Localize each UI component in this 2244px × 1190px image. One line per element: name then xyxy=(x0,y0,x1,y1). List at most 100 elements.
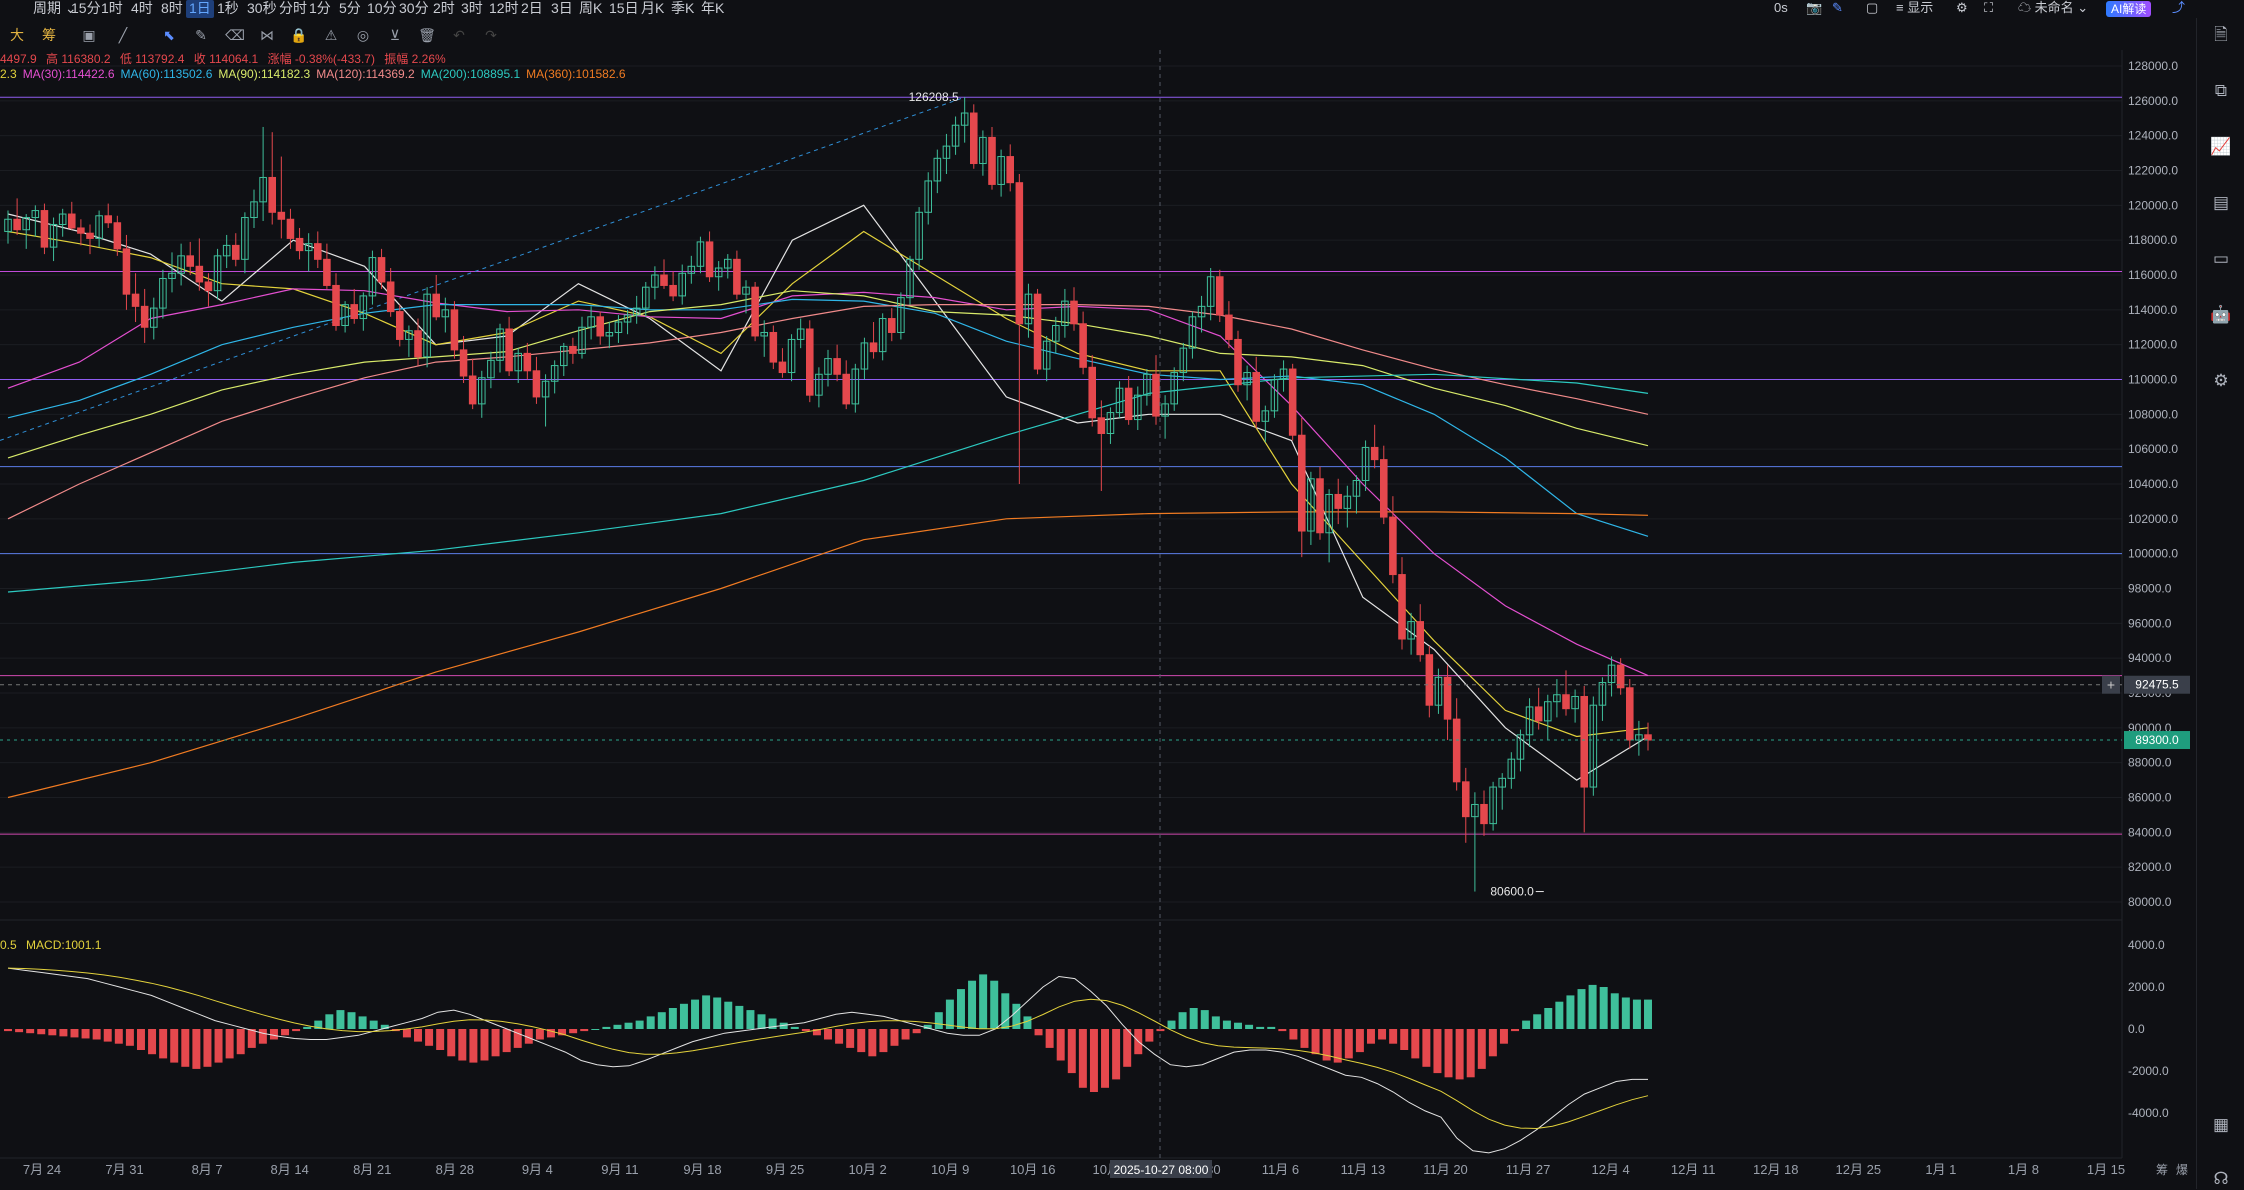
ai-analysis-button[interactable]: AI解读 xyxy=(2106,1,2152,17)
candle-124[interactable] xyxy=(1133,394,1142,421)
burst-button[interactable]: 爆 xyxy=(2176,1163,2189,1177)
candle-14[interactable] xyxy=(131,293,140,307)
display-settings[interactable]: ≡ 显示 xyxy=(1896,0,1933,18)
document-icon[interactable]: 🗎 xyxy=(2214,25,2228,44)
undo-icon[interactable]: ↶ xyxy=(453,26,465,43)
candle-107[interactable] xyxy=(979,136,987,165)
candle-146[interactable] xyxy=(1334,493,1343,509)
candle-28[interactable] xyxy=(259,176,267,203)
candle-127[interactable] xyxy=(1161,403,1169,417)
table-icon[interactable]: ▤ xyxy=(2212,193,2230,212)
candle-52[interactable] xyxy=(477,377,486,405)
candle-142[interactable] xyxy=(1297,434,1306,532)
candle-122[interactable] xyxy=(1115,387,1124,414)
alert-icon[interactable]: ⚠ xyxy=(324,26,338,43)
candle-42[interactable] xyxy=(386,281,395,313)
interval-17[interactable]: 周K xyxy=(579,0,603,16)
candle-17[interactable] xyxy=(159,277,167,309)
interval-16[interactable]: 3日 xyxy=(551,0,573,16)
candle-172[interactable] xyxy=(1571,695,1579,710)
candle-94[interactable] xyxy=(860,342,869,370)
candle-46[interactable] xyxy=(423,293,431,358)
candle-147[interactable] xyxy=(1343,495,1352,509)
candle-161[interactable] xyxy=(1471,803,1479,818)
candle-83[interactable] xyxy=(760,331,769,337)
candle-75[interactable] xyxy=(687,265,696,274)
line-tool-icon[interactable]: ╱ xyxy=(118,26,128,43)
interval-18[interactable]: 15日 xyxy=(609,0,639,16)
candle-0[interactable] xyxy=(4,218,12,232)
candle-166[interactable] xyxy=(1516,734,1525,760)
candle-66[interactable] xyxy=(605,331,614,337)
candle-50[interactable] xyxy=(459,349,468,377)
chip-button[interactable]: 筹 xyxy=(2156,1163,2169,1177)
candle-39[interactable] xyxy=(359,295,368,320)
candle-23[interactable] xyxy=(213,255,222,292)
interval-1[interactable]: 1时 xyxy=(101,0,123,16)
interval-5[interactable]: 1秒 xyxy=(217,0,239,16)
interval-0[interactable]: 15分 xyxy=(71,0,101,16)
candle-117[interactable] xyxy=(1070,300,1078,325)
candle-145[interactable] xyxy=(1325,493,1333,534)
candle-105[interactable] xyxy=(960,112,969,126)
candle-62[interactable] xyxy=(569,345,577,354)
candle-137[interactable] xyxy=(1252,372,1261,422)
candle-76[interactable] xyxy=(696,241,705,267)
candle-77[interactable] xyxy=(705,241,714,278)
candle-32[interactable] xyxy=(295,237,304,252)
candle-91[interactable] xyxy=(833,358,841,375)
interval-9[interactable]: 5分 xyxy=(339,0,361,16)
candle-150[interactable] xyxy=(1370,446,1379,461)
candle-78[interactable] xyxy=(714,267,723,278)
candle-9[interactable] xyxy=(86,232,94,239)
candle-120[interactable] xyxy=(1097,417,1106,434)
candle-99[interactable] xyxy=(906,258,914,299)
candle-168[interactable] xyxy=(1534,706,1543,722)
candle-95[interactable] xyxy=(869,342,878,353)
candle-20[interactable] xyxy=(186,255,195,267)
interval-6[interactable]: 30秒 xyxy=(247,0,277,16)
interval-7[interactable]: 分时 xyxy=(279,0,307,16)
layout-selector[interactable]: ☁ 未命名 ⌄ xyxy=(2018,0,2088,18)
candle-167[interactable] xyxy=(1525,706,1534,736)
candle-112[interactable] xyxy=(1024,293,1033,325)
candle-116[interactable] xyxy=(1061,300,1069,327)
candle-51[interactable] xyxy=(468,375,477,405)
candle-173[interactable] xyxy=(1580,695,1589,788)
candle-8[interactable] xyxy=(77,227,85,234)
candle-157[interactable] xyxy=(1434,676,1443,706)
candle-136[interactable] xyxy=(1243,372,1251,386)
candle-48[interactable] xyxy=(441,309,450,318)
interval-20[interactable]: 季K xyxy=(671,0,695,16)
candle-86[interactable] xyxy=(787,338,796,374)
candle-53[interactable] xyxy=(487,359,495,379)
candle-92[interactable] xyxy=(842,373,851,405)
candle-43[interactable] xyxy=(395,311,404,340)
trend-line[interactable] xyxy=(0,96,965,441)
gear-icon[interactable]: ⚙ xyxy=(1956,0,1968,15)
pen-icon[interactable]: ✎ xyxy=(1832,0,1843,15)
candle-148[interactable] xyxy=(1352,480,1361,497)
candle-131[interactable] xyxy=(1197,305,1206,318)
robot-icon[interactable]: 🤖 xyxy=(2210,305,2232,324)
candle-61[interactable] xyxy=(559,345,568,367)
chart-icon[interactable]: 📈 xyxy=(2210,137,2232,156)
candle-1[interactable] xyxy=(13,218,21,231)
candle-16[interactable] xyxy=(149,307,158,328)
candle-128[interactable] xyxy=(1170,372,1179,405)
candle-72[interactable] xyxy=(660,274,668,286)
fullscreen-icon[interactable]: ⛶ xyxy=(1984,0,1994,15)
indicator-icon[interactable]: ▣ xyxy=(82,26,96,43)
candle-58[interactable] xyxy=(532,370,541,398)
candle-100[interactable] xyxy=(915,211,923,260)
candle-5[interactable] xyxy=(49,223,58,248)
interval-4[interactable]: 1日 xyxy=(186,0,214,18)
candle-134[interactable] xyxy=(1225,314,1233,340)
candle-133[interactable] xyxy=(1215,276,1224,316)
lock-icon[interactable]: 🔒 xyxy=(290,26,308,43)
candle-140[interactable] xyxy=(1279,368,1288,380)
candle-65[interactable] xyxy=(596,316,605,337)
interval-11[interactable]: 30分 xyxy=(399,0,429,16)
candle-59[interactable] xyxy=(541,380,550,398)
